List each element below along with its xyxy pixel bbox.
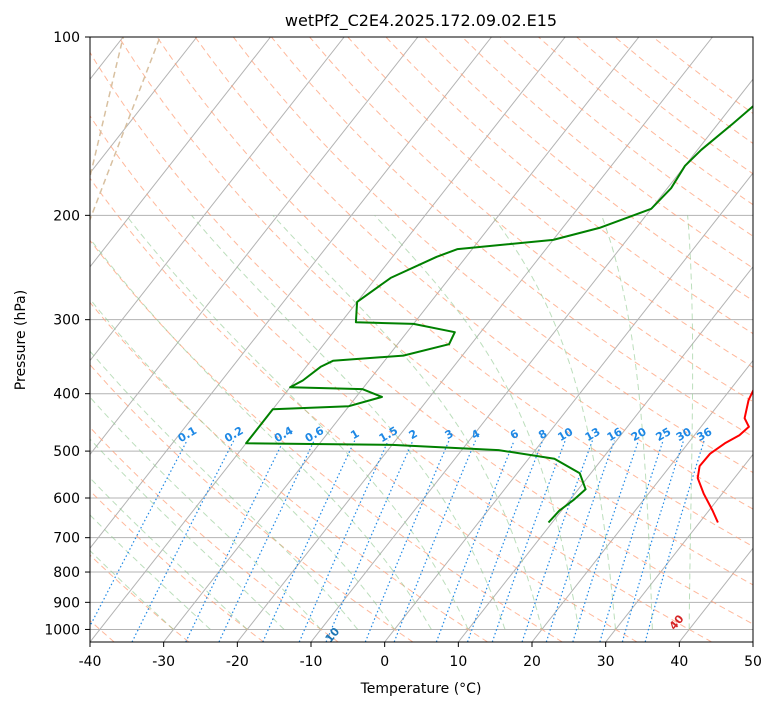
mixing-ratio-label: 2 bbox=[407, 427, 420, 442]
mixing-ratio-label: 1.5 bbox=[377, 424, 400, 445]
mixing-ratio-line bbox=[263, 441, 355, 642]
mixing-ratio-line bbox=[132, 441, 234, 642]
moist-adiabat-line bbox=[0, 215, 284, 629]
mixing-ratio-label: 0.1 bbox=[176, 424, 199, 445]
dry-adiabat-line bbox=[500, 37, 775, 642]
dewpoint-profile-line bbox=[246, 37, 775, 523]
dry-adiabat-line bbox=[0, 37, 338, 642]
temperature-profile-line bbox=[698, 37, 775, 523]
isotherm-line bbox=[237, 37, 712, 642]
dry-adiabat-line bbox=[386, 37, 775, 642]
dry-adiabat-line bbox=[0, 37, 488, 642]
dry-adiabat-label: 30 bbox=[0, 32, 17, 52]
mixing-ratio-label: 13 bbox=[583, 425, 603, 444]
y-tick-label: 700 bbox=[53, 531, 80, 547]
moist-adiabat-line bbox=[0, 215, 210, 629]
mixing-ratio-label: 6 bbox=[508, 427, 521, 442]
mixing-ratio-label: 16 bbox=[605, 425, 625, 444]
x-tick-label: 0 bbox=[380, 654, 389, 670]
x-tick-label: 30 bbox=[597, 654, 615, 670]
mixing-ratio-label: 3 bbox=[443, 427, 456, 442]
isotherm-line bbox=[0, 37, 197, 642]
y-tick-label: 500 bbox=[53, 444, 80, 460]
y-tick-label: 300 bbox=[53, 313, 80, 329]
moist-adiabat-line bbox=[126, 215, 468, 629]
x-tick-label: 10 bbox=[449, 654, 467, 670]
plot-frame bbox=[90, 37, 753, 642]
mixing-ratio-line bbox=[186, 441, 284, 642]
y-tick-label: 800 bbox=[53, 565, 80, 581]
dry-adiabat-line bbox=[653, 37, 775, 642]
y-tick-label: 600 bbox=[53, 491, 80, 507]
y-tick-label: 1000 bbox=[44, 622, 80, 638]
dry-adiabat-label: -10 bbox=[320, 625, 343, 649]
moist-adiabat-line bbox=[0, 215, 321, 629]
dry-adiabat-line bbox=[4, 37, 637, 642]
moist-adiabat-line bbox=[192, 215, 506, 629]
background-lines bbox=[0, 37, 775, 642]
mixing-ratio-line bbox=[468, 441, 543, 642]
isotherm-line bbox=[16, 37, 491, 642]
dry-adiabat-line bbox=[310, 37, 775, 642]
x-axis-title: Temperature (°C) bbox=[360, 681, 482, 697]
x-tick-label: 50 bbox=[744, 654, 762, 670]
isotherm-line bbox=[0, 37, 418, 642]
moist-adiabat-line bbox=[0, 215, 174, 629]
x-tick-label: -10 bbox=[300, 654, 323, 670]
x-tick-label: 40 bbox=[670, 654, 688, 670]
moist-adiabat-line bbox=[273, 215, 542, 629]
sounding-series bbox=[246, 37, 775, 523]
mixing-ratio-line bbox=[365, 441, 449, 642]
y-tick-label: 900 bbox=[53, 595, 80, 611]
mixing-ratio-label: 1 bbox=[348, 427, 361, 442]
y-tick-label: 100 bbox=[53, 30, 80, 46]
isotherm-line bbox=[385, 37, 775, 642]
mixing-ratio-label: 25 bbox=[653, 425, 673, 444]
isotherm-line bbox=[606, 37, 775, 642]
moist-adiabat-line bbox=[0, 215, 247, 629]
y-tick-label: 400 bbox=[53, 387, 80, 403]
x-tick-label: -20 bbox=[226, 654, 249, 670]
x-tick-label: 20 bbox=[523, 654, 541, 670]
moist-adiabat-line bbox=[28, 215, 395, 629]
mixing-ratio-line bbox=[645, 441, 704, 642]
mixing-ratio-label: 0.6 bbox=[303, 424, 327, 445]
isotherm-line bbox=[311, 37, 775, 642]
dry-adiabat-line bbox=[539, 37, 775, 642]
x-tick-label: -40 bbox=[79, 654, 102, 670]
mixing-ratio-label: 0.2 bbox=[222, 424, 245, 445]
mixing-ratio-line bbox=[573, 441, 639, 642]
mixing-ratio-label: 0.4 bbox=[272, 424, 296, 445]
mixing-ratio-line bbox=[522, 441, 592, 642]
dry-adiabat-line bbox=[424, 37, 775, 642]
dry-adiabat-line bbox=[43, 37, 712, 642]
x-tick-label: -30 bbox=[152, 654, 175, 670]
mixing-ratio-label: 36 bbox=[695, 425, 715, 444]
dry-adiabat-line bbox=[81, 37, 775, 642]
dry-adiabat-line bbox=[157, 37, 775, 642]
isotherm-line bbox=[0, 37, 344, 642]
isotherm-line bbox=[753, 37, 775, 642]
mixing-ratio-line bbox=[622, 441, 683, 642]
isotherm-line bbox=[90, 37, 565, 642]
isotherm-line bbox=[532, 37, 775, 642]
dry-adiabat-line bbox=[577, 37, 775, 642]
mixing-ratio-label: 20 bbox=[629, 425, 649, 444]
mixing-ratio-label: 4 bbox=[469, 427, 482, 442]
mixing-ratio-label: 30 bbox=[674, 425, 694, 444]
y-tick-label: 200 bbox=[53, 208, 80, 224]
mixing-ratio-label: 10 bbox=[556, 425, 576, 444]
moist-adiabat-line bbox=[688, 215, 693, 629]
moist-adiabat-line bbox=[375, 215, 579, 629]
dry-adiabat-line bbox=[0, 37, 562, 642]
mixing-ratio-line bbox=[82, 441, 187, 642]
chart-title: wetPf2_C2E4.2025.172.09.02.E15 bbox=[285, 11, 557, 31]
y-axis-title: Pressure (hPa) bbox=[13, 290, 29, 390]
